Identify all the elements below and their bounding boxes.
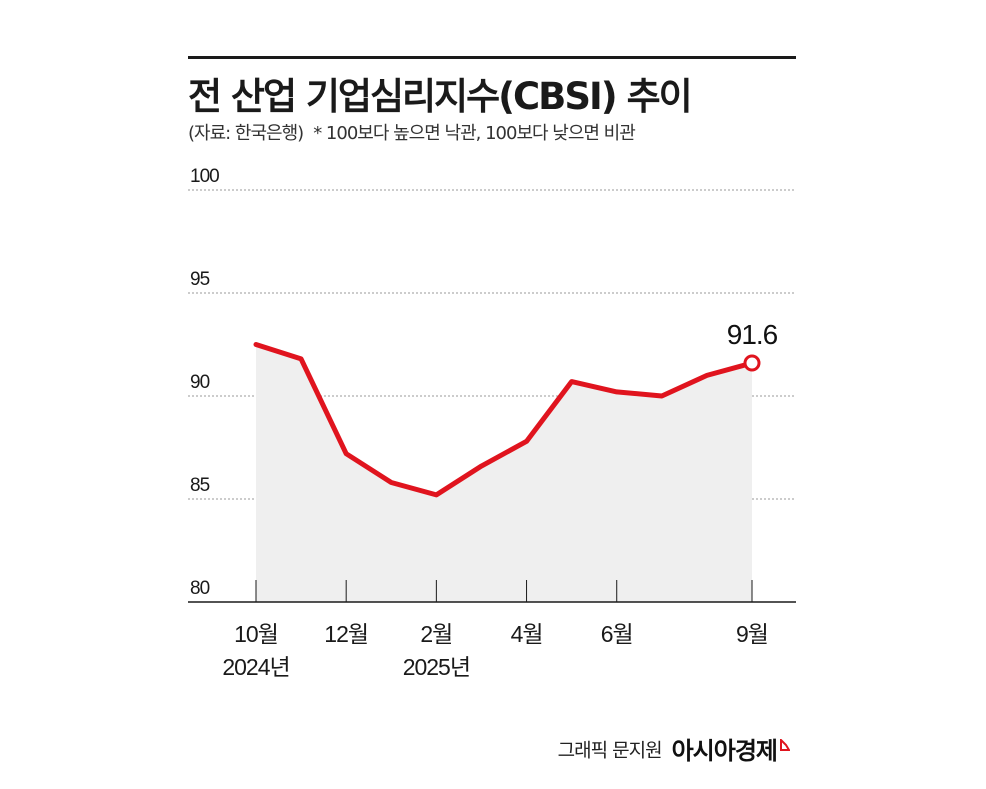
data-point-2025-07 [659, 394, 664, 399]
data-point-2024-12 [344, 451, 349, 456]
brand-name: 아시아경제 [671, 736, 778, 765]
data-point-2025-03 [479, 464, 484, 469]
y-tick-label-90: 90 [190, 372, 210, 393]
x-tick-label-2025-06: 6월 [601, 621, 633, 647]
data-point-2025-04 [524, 439, 529, 444]
chart-title: 전 산업 기업심리지수(CBSI) 추이 [188, 75, 693, 118]
brand-mark-icon [780, 739, 790, 751]
x-year-label-2024-10: 2024년 [222, 654, 289, 680]
graphic-byline: 그래픽 문지원 [557, 739, 663, 762]
y-tick-label-85: 85 [190, 475, 210, 496]
x-tick-label-2025-04: 4월 [511, 621, 543, 647]
source-note: (자료: 한국은행) [188, 123, 304, 144]
data-point-2024-11 [299, 356, 304, 361]
x-tick-label-2025-02: 2월 [420, 621, 452, 647]
data-point-2025-01 [389, 480, 394, 485]
x-tick-label-2025-09: 9월 [736, 621, 768, 647]
y-tick-label-95: 95 [190, 269, 210, 290]
credit: 그래픽 문지원 아시아경제 [558, 733, 790, 768]
data-point-2025-02 [434, 492, 439, 497]
interpretation-note: * 100보다 높으면 낙관, 100보다 낮으면 비관 [313, 123, 636, 144]
data-point-2025-08 [704, 373, 709, 378]
area-fill [256, 344, 752, 602]
last-point-marker [743, 354, 761, 372]
last-value-label: 91.6 [727, 319, 778, 350]
series-line [253, 342, 755, 498]
data-point-2024-10 [254, 342, 259, 347]
data-point-2025-06 [614, 389, 619, 394]
x-tick-label-2024-10: 10월 [234, 621, 278, 647]
data-point-2025-05 [569, 379, 574, 384]
y-tick-label-80: 80 [190, 578, 210, 599]
y-tick-label-100: 100 [190, 166, 219, 187]
chart-subtitle: (자료: 한국은행) * 100보다 높으면 낙관, 100보다 낮으면 비관 [188, 122, 636, 146]
x-year-label-2025-02: 2025년 [403, 654, 470, 680]
top-rule [188, 56, 796, 59]
x-tick-label-2024-12: 12월 [324, 621, 368, 647]
